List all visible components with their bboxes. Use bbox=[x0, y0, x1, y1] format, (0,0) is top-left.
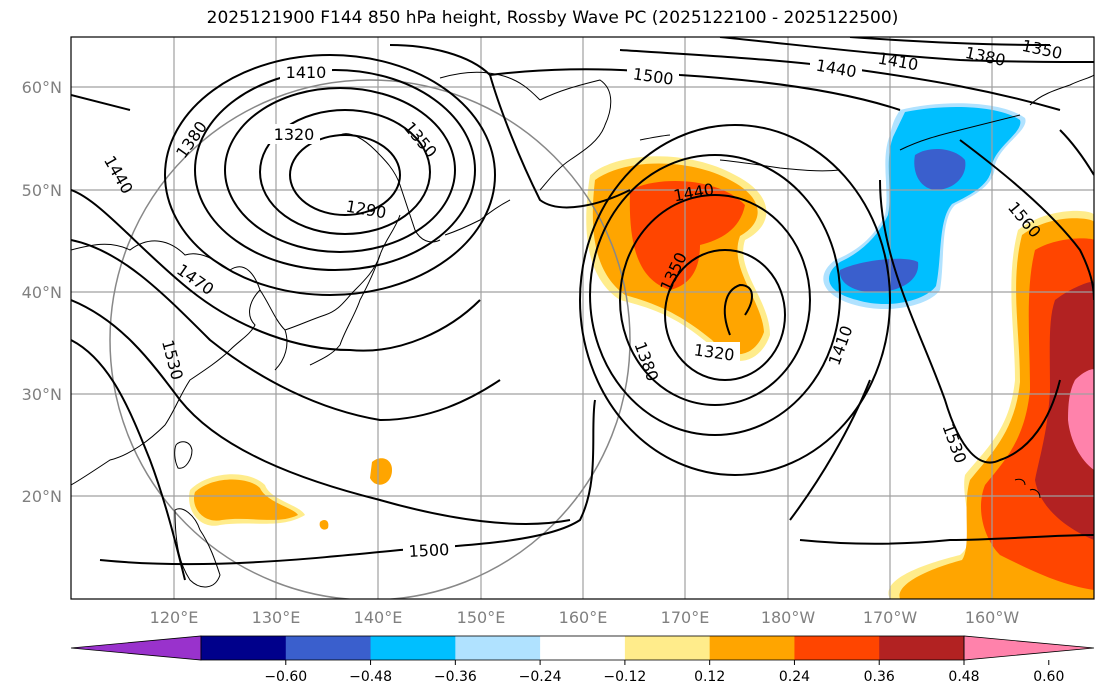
height-contours bbox=[71, 37, 1094, 581]
lat-label-20n: 20°N bbox=[22, 487, 62, 506]
colorbar-tick-label: −0.48 bbox=[349, 669, 392, 685]
colorbar-tick-label: 0.12 bbox=[694, 669, 725, 685]
colorbar-outline bbox=[200, 635, 965, 661]
negative-anomaly-north-pacific bbox=[823, 103, 1026, 310]
contour-label: 1500 bbox=[408, 540, 450, 561]
lon-label-140e: 140°E bbox=[354, 608, 403, 627]
colorbar-extension-high bbox=[963, 635, 1095, 661]
lon-label-160e: 160°E bbox=[559, 608, 608, 627]
graticule bbox=[71, 37, 1094, 599]
contour-label: 1410 bbox=[286, 63, 327, 82]
lon-label-120e: 120°E bbox=[150, 608, 199, 627]
colorbar: −0.60 −0.48 −0.36 −0.24 −0.12 0.12 0.24 0.36 0.4… bbox=[70, 635, 1095, 685]
colorbar-tick-label: −0.60 bbox=[264, 669, 307, 685]
colorbar-tick-label: −0.12 bbox=[603, 669, 646, 685]
colorbar-extension-low bbox=[70, 635, 202, 661]
colorbar-segment bbox=[201, 636, 287, 660]
lon-label-160w: 160°W bbox=[965, 608, 1020, 627]
latitude-labels: 60°N 50°N 40°N 30°N 20°N bbox=[22, 78, 62, 506]
colorbar-segment bbox=[624, 636, 711, 660]
colorbar-tick-label: 0.24 bbox=[779, 669, 810, 685]
colorbar-segment bbox=[285, 636, 372, 660]
longitude-labels: 120°E 130°E 140°E 150°E 160°E 170°E 180°… bbox=[150, 608, 1020, 627]
colorbar-tick-label: 0.36 bbox=[864, 669, 895, 685]
contour-label: 1320 bbox=[274, 125, 315, 144]
colorbar-tick-label: 0.60 bbox=[1033, 669, 1064, 685]
lat-label-30n: 30°N bbox=[22, 385, 62, 404]
lon-label-170e: 170°E bbox=[661, 608, 710, 627]
lon-label-130e: 130°E bbox=[252, 608, 301, 627]
plot-area bbox=[71, 37, 1094, 599]
colorbar-segment bbox=[879, 636, 965, 660]
colorbar-segment bbox=[709, 636, 795, 660]
colorbar-tick-label: −0.24 bbox=[519, 669, 562, 685]
map-title: 2025121900 F144 850 hPa height, Rossby W… bbox=[206, 8, 899, 28]
lat-label-60n: 60°N bbox=[22, 78, 62, 97]
colorbar-segment bbox=[540, 636, 626, 660]
lon-label-180w: 180°W bbox=[761, 608, 816, 627]
reference-circle bbox=[109, 79, 631, 599]
colorbar-segment bbox=[370, 636, 456, 660]
colorbar-segment bbox=[455, 636, 541, 660]
lat-label-40n: 40°N bbox=[22, 283, 62, 302]
lat-label-50n: 50°N bbox=[22, 181, 62, 200]
colorbar-tick-label: 0.48 bbox=[948, 669, 979, 685]
lon-label-150e: 150°E bbox=[457, 608, 506, 627]
plot-frame bbox=[70, 36, 1095, 600]
lon-label-170w: 170°W bbox=[863, 608, 918, 627]
colorbar-segment bbox=[794, 636, 880, 660]
colorbar-tick-label: −0.36 bbox=[434, 669, 477, 685]
